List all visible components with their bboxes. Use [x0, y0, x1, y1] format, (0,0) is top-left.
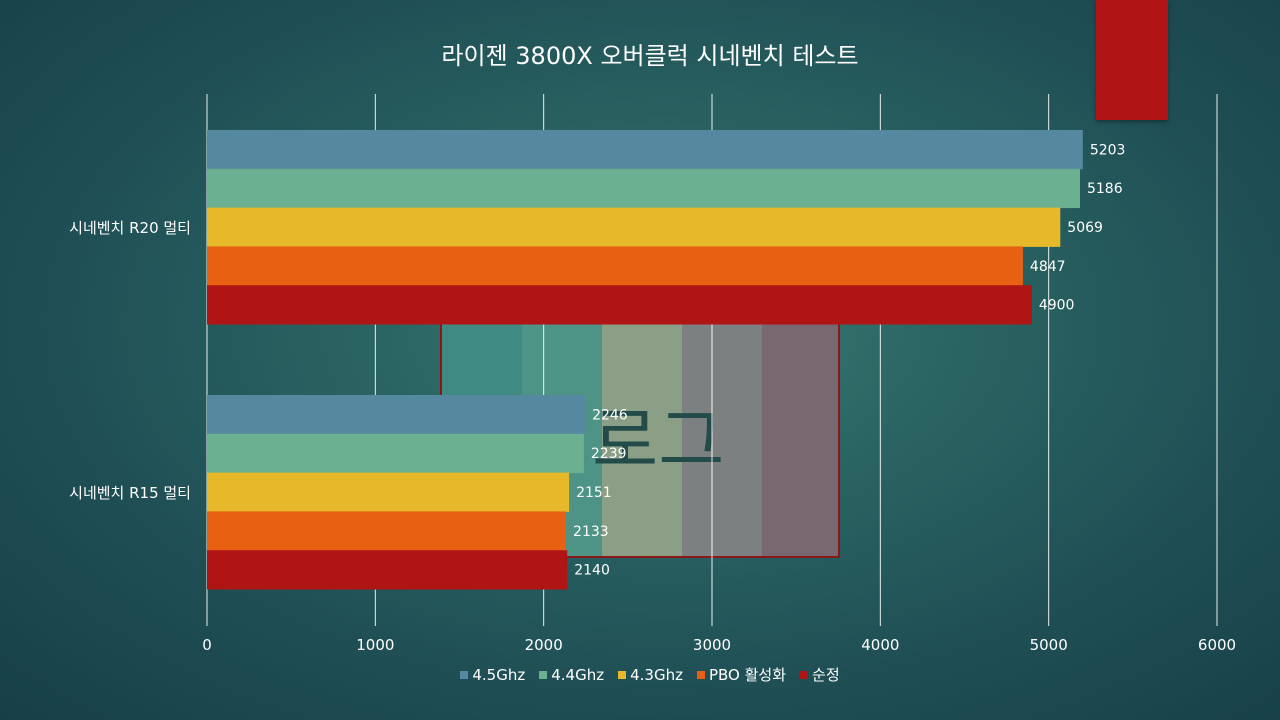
legend-label: 4.4Ghz: [551, 665, 605, 684]
data-label: 4847: [1030, 259, 1066, 275]
x-tick-label: 5000: [1030, 636, 1068, 654]
category-label: 시네벤치 R15 멀티: [69, 484, 191, 502]
watermark-stripe: [762, 302, 838, 556]
bar: [207, 207, 1061, 247]
bar: [207, 395, 586, 435]
data-label: 2239: [591, 446, 627, 462]
data-label: 5186: [1087, 181, 1123, 197]
chart-legend: 4.5Ghz 4.4Ghz 4.3Ghz PBO 활성화 순정: [0, 664, 1280, 685]
legend-swatch: [618, 670, 627, 679]
watermark-stripe: [602, 302, 682, 556]
legend-item: PBO 활성화: [696, 664, 787, 685]
x-tick-label: 1000: [356, 636, 394, 654]
data-label: 4900: [1039, 298, 1075, 314]
legend-item: 4.5Ghz: [460, 664, 525, 685]
x-tick-label: 0: [202, 636, 212, 654]
x-tick-label: 4000: [861, 636, 899, 654]
legend-label: 4.5Ghz: [472, 665, 526, 684]
legend-swatch: [800, 670, 809, 679]
bar: [207, 433, 584, 474]
category-label: 시네벤치 R20 멀티: [69, 219, 191, 237]
bar: [207, 246, 1023, 286]
watermark-stripe: [682, 302, 762, 556]
data-label: 2140: [574, 563, 610, 579]
x-tick-label: 3000: [693, 636, 731, 654]
bar: [207, 168, 1080, 209]
decorative-red-block: [1096, 0, 1168, 120]
legend-label: 순정: [812, 666, 840, 684]
x-tick-label: 6000: [1198, 636, 1236, 654]
legend-item: 4.3Ghz: [618, 664, 683, 685]
legend-swatch: [696, 670, 705, 679]
legend-swatch: [539, 670, 548, 679]
data-label: 5203: [1090, 142, 1126, 158]
chart-title: 라이젠 3800X 오버클럭 시네벤치 테스트: [441, 42, 859, 70]
bar: [207, 130, 1083, 170]
bar: [207, 472, 570, 512]
bar: [207, 511, 567, 551]
data-label: 5069: [1067, 220, 1103, 236]
data-label: 2151: [576, 485, 612, 501]
legend-swatch: [460, 670, 469, 679]
watermark-glyph: 로그: [592, 399, 725, 483]
legend-item: 4.4Ghz: [539, 664, 604, 685]
data-label: 2133: [573, 524, 609, 540]
bar: [207, 550, 568, 590]
data-label: 2246: [592, 407, 628, 423]
legend-label: 4.3Ghz: [630, 665, 683, 684]
bar: [207, 285, 1032, 325]
x-tick-label: 2000: [525, 636, 563, 654]
legend-label: PBO 활성화: [708, 666, 787, 684]
legend-item: 순정: [800, 664, 840, 685]
